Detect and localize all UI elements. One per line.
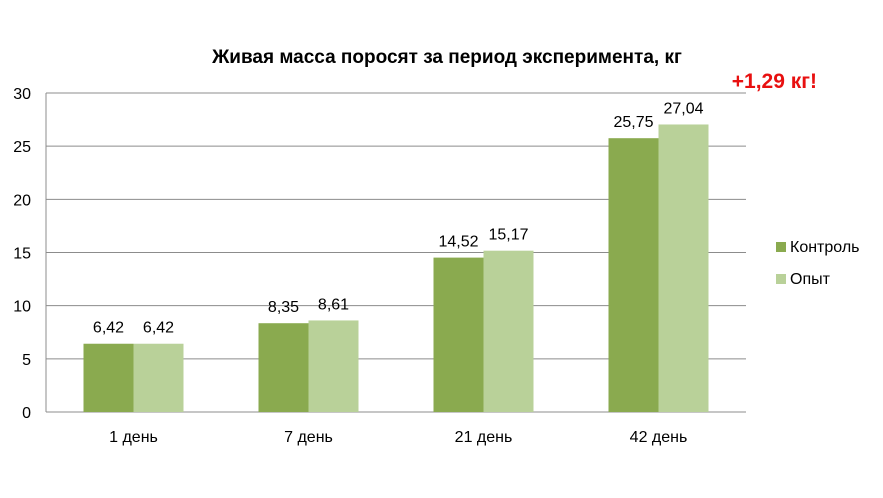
data-label: 14,52 <box>438 234 478 251</box>
legend-label: Контроль <box>790 239 860 256</box>
y-tick-label: 15 <box>13 246 31 263</box>
legend-swatch <box>776 274 786 284</box>
bar-control-4 <box>608 138 659 413</box>
data-label: 25,75 <box>613 114 653 131</box>
y-tick-label: 10 <box>13 299 31 316</box>
bar-experiment-2 <box>308 320 359 412</box>
bar-control-3 <box>433 257 484 412</box>
y-tick-label: 0 <box>22 405 31 422</box>
bar-experiment-1 <box>133 343 184 412</box>
data-label: 8,35 <box>268 299 299 316</box>
x-axis-ticks: 1 день 7 день 21 день 42 день <box>109 429 687 446</box>
data-label: 27,04 <box>663 100 703 117</box>
y-tick-label: 25 <box>13 139 31 156</box>
chart-title: Живая масса поросят за период эксперимен… <box>211 47 682 68</box>
bar-experiment-3 <box>483 250 534 412</box>
bars <box>83 124 709 413</box>
data-label: 15,17 <box>488 227 528 244</box>
x-tick-label: 7 день <box>284 429 333 446</box>
difference-annotation: +1,29 кг! <box>732 70 817 93</box>
legend-label: Опыт <box>790 271 831 288</box>
bar-control-2 <box>258 323 309 412</box>
data-label: 6,42 <box>143 320 174 337</box>
y-axis-ticks: 0 5 10 15 20 25 30 <box>13 86 31 422</box>
y-tick-label: 20 <box>13 192 31 209</box>
data-labels: 6,42 6,42 8,35 8,61 14,52 15,17 25,75 27,04 <box>93 100 704 336</box>
x-tick-label: 21 день <box>455 429 513 446</box>
x-tick-label: 1 день <box>109 429 158 446</box>
legend-swatch <box>776 242 786 252</box>
y-tick-label: 30 <box>13 86 31 103</box>
data-label: 8,61 <box>318 296 349 313</box>
legend: Контроль Опыт <box>776 239 860 288</box>
bar-experiment-4 <box>658 124 709 412</box>
y-tick-label: 5 <box>22 352 31 369</box>
data-label: 6,42 <box>93 320 124 337</box>
bar-control-1 <box>83 343 134 412</box>
x-tick-label: 42 день <box>630 429 688 446</box>
